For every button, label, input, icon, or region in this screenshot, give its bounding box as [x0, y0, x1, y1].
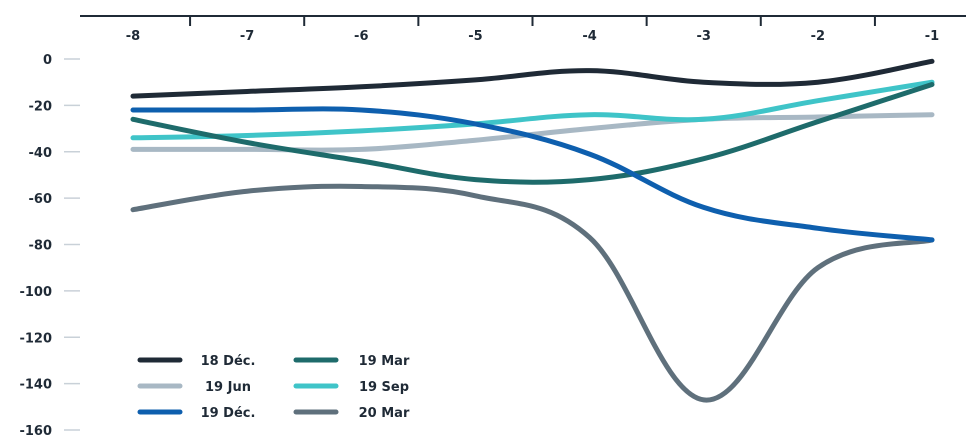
y-axis: 0 -20 -40 -60 -80 -100 -120 -140 -160 [19, 53, 80, 435]
legend-item: 19 Jun [137, 380, 251, 395]
legend-label: 20 Mar [359, 406, 410, 421]
x-tick-label: -2 [811, 29, 825, 44]
y-tick-label: 0 [43, 53, 52, 68]
legend-item: 20 Mar [293, 406, 410, 421]
y-tick-label: -80 [29, 239, 53, 254]
y-tick-label: -40 [29, 146, 53, 161]
y-tick-label: -20 [29, 99, 53, 114]
y-tick-label: -120 [19, 331, 52, 346]
y-tick-label: -160 [19, 424, 52, 435]
x-tick-label: -3 [696, 29, 710, 44]
x-tick-label: -8 [126, 29, 140, 44]
legend-item: 19 Sep [293, 380, 409, 395]
series-line [130, 82, 935, 185]
x-tick-label: -5 [468, 29, 482, 44]
x-tick-label: -1 [925, 29, 939, 44]
legend-label: 19 Déc. [201, 406, 256, 421]
series-line [130, 79, 935, 141]
x-axis: -8 -7 -6 -5 -4 -3 -2 -1 [80, 15, 966, 44]
y-tick-label: -100 [19, 285, 52, 300]
y-tick-label: -140 [19, 378, 52, 393]
series-line [130, 58, 935, 99]
legend-label: 19 Mar [359, 354, 410, 369]
legend-item: 19 Mar [293, 354, 410, 369]
legend-label: 19 Sep [359, 380, 409, 395]
legend-item: 19 Déc. [137, 406, 256, 421]
legend: 18 Déc. 19 Jun 19 Déc. 19 Mar 19 Sep 20 Mar [137, 354, 410, 421]
legend-item: 18 Déc. [137, 354, 256, 369]
x-tick-label: -7 [240, 29, 254, 44]
series-line [130, 106, 935, 243]
series-line [130, 183, 935, 403]
y-tick-label: -60 [29, 192, 53, 207]
x-tick-label: -6 [354, 29, 368, 44]
legend-label: 18 Déc. [201, 354, 256, 369]
legend-label: 19 Jun [205, 380, 251, 395]
x-tick-label: -4 [582, 29, 596, 44]
series-lines [130, 58, 935, 403]
